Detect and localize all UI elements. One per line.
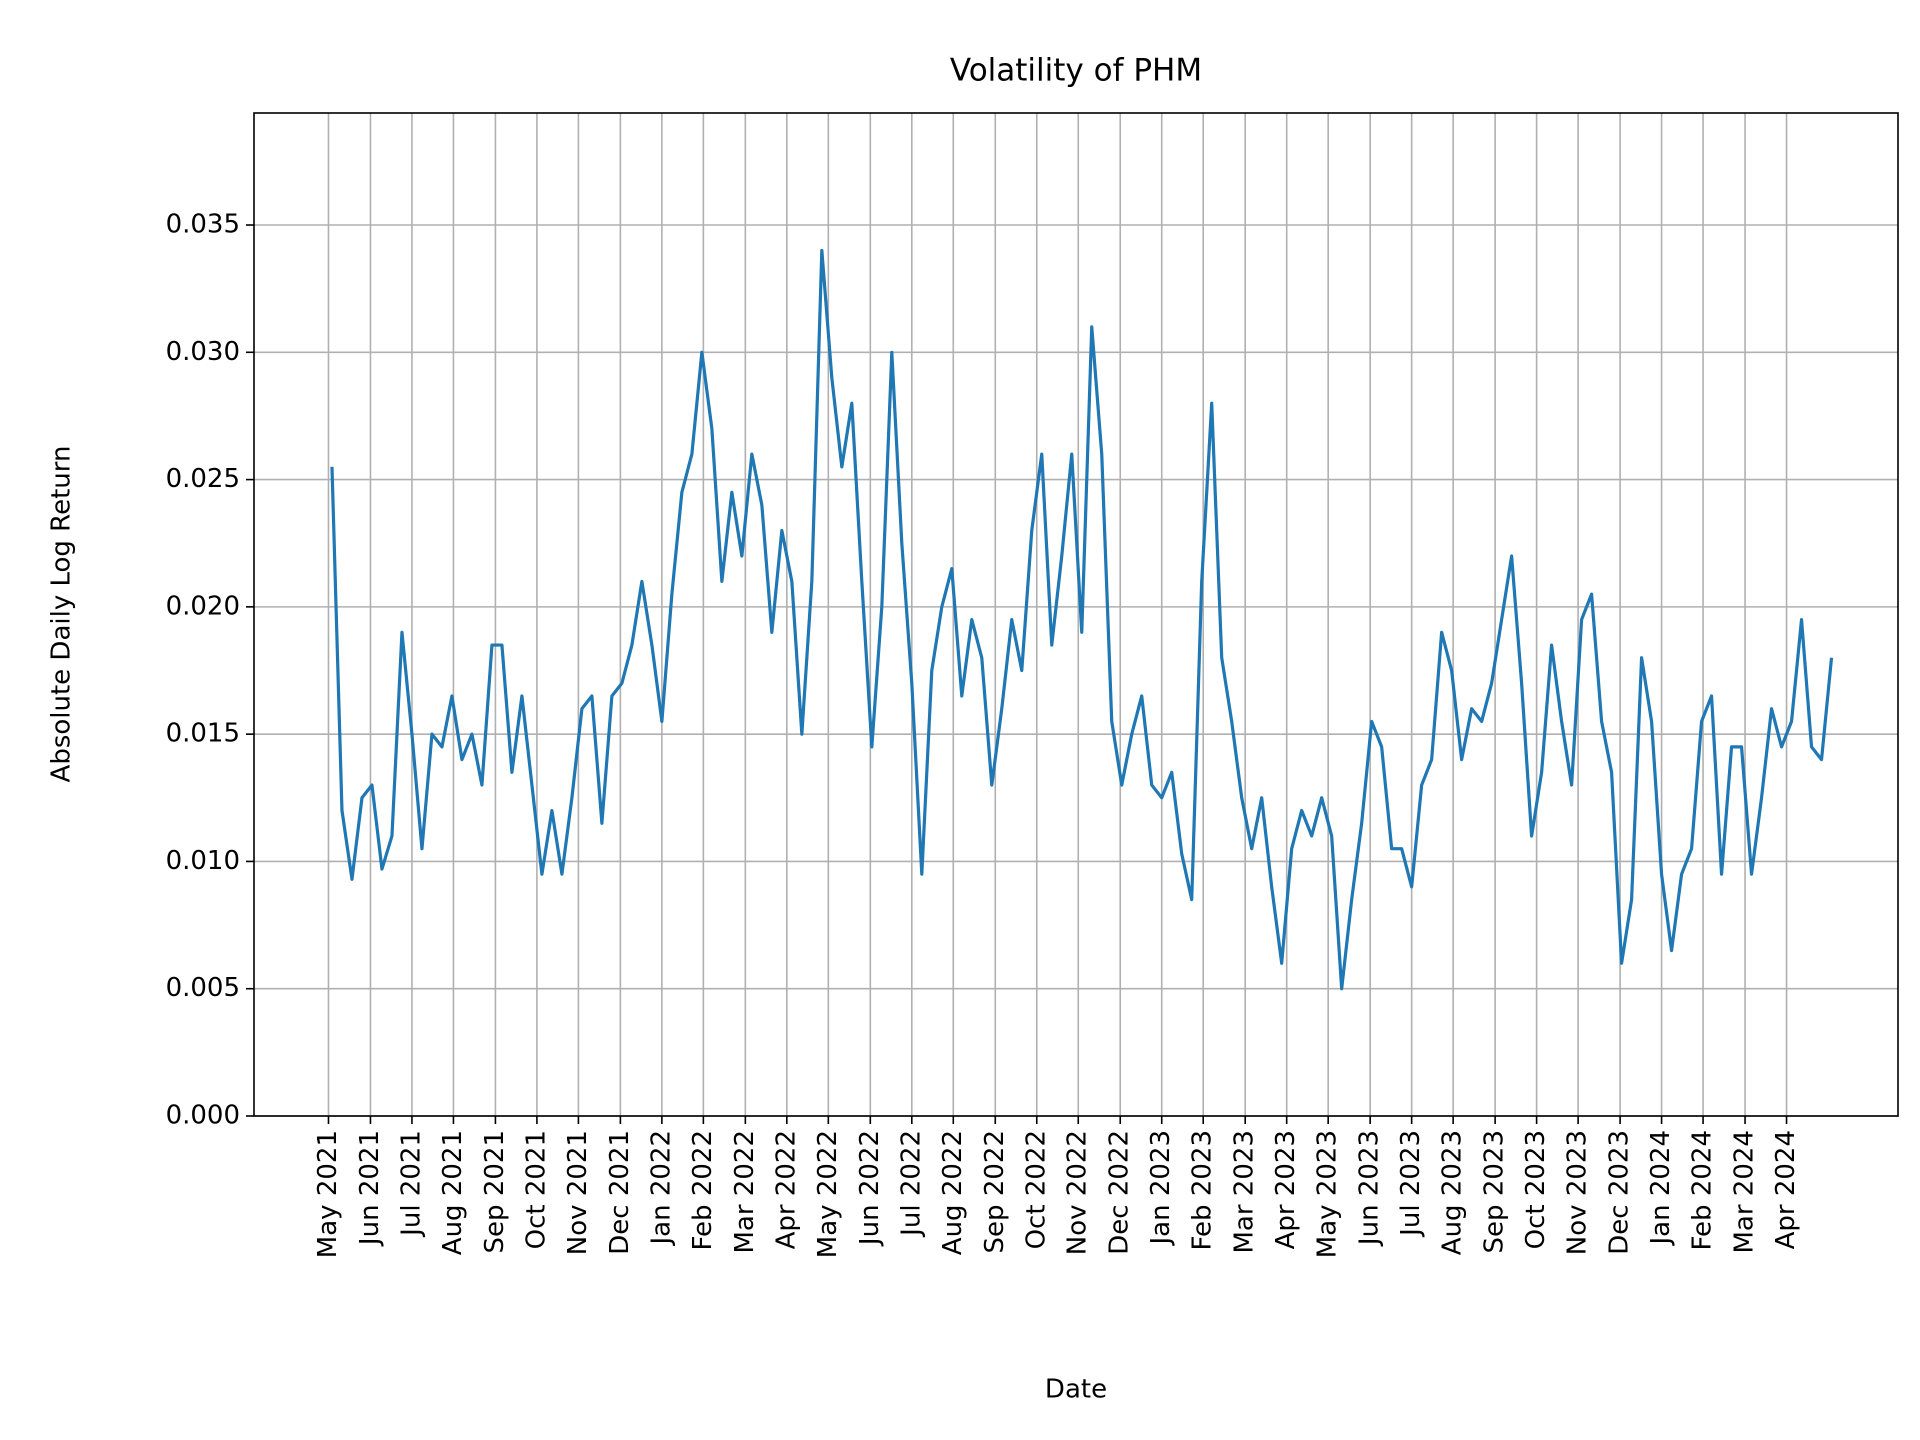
x-tick-label: Jul 2021 [396, 1130, 426, 1238]
x-tick-label: Jul 2023 [1396, 1130, 1426, 1238]
x-tick-label: Sep 2021 [480, 1130, 510, 1253]
x-axis-label: Date [1045, 1375, 1107, 1405]
y-tick-label: 0.000 [166, 1101, 240, 1131]
x-tick-label: Aug 2022 [938, 1130, 968, 1255]
x-tick-label: Jan 2023 [1146, 1130, 1176, 1247]
x-tick-label: Oct 2021 [521, 1130, 551, 1249]
y-tick-label: 0.035 [166, 210, 240, 240]
x-tick-label: Mar 2023 [1230, 1130, 1260, 1254]
plot-area [330, 248, 1834, 991]
x-tick-label: Aug 2023 [1438, 1130, 1468, 1255]
x-tick-label: Oct 2022 [1021, 1130, 1051, 1249]
x-tick-label: May 2022 [813, 1130, 843, 1258]
y-tick-label: 0.010 [166, 846, 240, 876]
x-tick-label: Jul 2022 [896, 1130, 926, 1238]
data-line [330, 248, 1834, 991]
x-tick-label: Nov 2022 [1063, 1130, 1093, 1255]
chart-title: Volatility of PHM [950, 53, 1202, 89]
x-tick-label: Nov 2023 [1563, 1130, 1593, 1255]
x-tick-label: Nov 2021 [563, 1130, 593, 1255]
y-tick-label: 0.015 [166, 719, 240, 749]
x-tick-label: Mar 2024 [1730, 1130, 1760, 1254]
x-tick-label: Jan 2022 [646, 1130, 676, 1247]
axes-frame [253, 112, 1899, 1117]
x-tick-label: Jun 2023 [1355, 1130, 1385, 1247]
x-tick-label: Feb 2024 [1688, 1130, 1718, 1250]
x-tick-label: Aug 2021 [438, 1130, 468, 1255]
y-tick-label: 0.030 [166, 337, 240, 367]
x-tick-label: Sep 2023 [1480, 1130, 1510, 1253]
x-tick-label: Dec 2022 [1105, 1130, 1135, 1255]
y-tick-label: 0.025 [166, 464, 240, 494]
y-tick-label: 0.020 [166, 591, 240, 621]
x-tick-label: Jan 2024 [1646, 1130, 1676, 1247]
x-tick-label: Feb 2022 [688, 1130, 718, 1250]
grid [254, 113, 1898, 1117]
x-tick-label: May 2023 [1313, 1130, 1343, 1258]
x-tick-label: Feb 2023 [1188, 1130, 1218, 1250]
x-tick-label: Dec 2021 [605, 1130, 635, 1255]
x-tick-label: Jun 2021 [355, 1130, 385, 1247]
y-axis-label: Absolute Daily Log Return [47, 446, 77, 783]
y-tick-label: 0.005 [166, 973, 240, 1003]
x-tick-label: Apr 2023 [1271, 1130, 1301, 1249]
x-tick-label: Sep 2022 [980, 1130, 1010, 1253]
x-tick-label: Oct 2023 [1521, 1130, 1551, 1249]
x-tick-label: Jun 2022 [855, 1130, 885, 1247]
x-tick-label: Mar 2022 [730, 1130, 760, 1254]
x-tick-label: Apr 2024 [1771, 1130, 1801, 1249]
x-tick-label: Dec 2023 [1605, 1130, 1635, 1255]
ticks: 0.000 0.005 0.010 0.015 0.020 0.025 0.030 0.035… [166, 210, 1801, 1259]
x-tick-label: May 2021 [313, 1130, 343, 1258]
x-tick-label: Apr 2022 [771, 1130, 801, 1249]
